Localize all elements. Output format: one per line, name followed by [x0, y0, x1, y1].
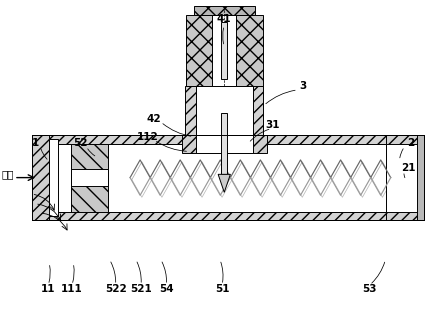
Bar — [32, 135, 424, 143]
Text: 52: 52 — [73, 138, 88, 148]
Text: 522: 522 — [105, 284, 127, 294]
Text: 41: 41 — [217, 14, 232, 24]
Bar — [196, 86, 253, 135]
Bar — [49, 139, 58, 216]
Text: 111: 111 — [61, 284, 83, 294]
Text: 112: 112 — [137, 132, 159, 142]
Bar — [417, 135, 424, 220]
Bar — [71, 143, 108, 212]
Bar — [386, 143, 418, 212]
Bar — [386, 135, 424, 220]
Text: 51: 51 — [215, 284, 229, 294]
Polygon shape — [218, 174, 230, 192]
Bar — [221, 22, 227, 79]
Bar — [253, 86, 263, 135]
Text: 42: 42 — [147, 114, 162, 124]
Bar — [185, 86, 196, 135]
Text: 21: 21 — [401, 163, 416, 173]
Bar — [182, 135, 267, 153]
Text: 54: 54 — [159, 284, 174, 294]
Bar — [196, 135, 253, 153]
Bar — [194, 6, 255, 15]
Text: 3: 3 — [300, 81, 307, 91]
Bar — [212, 15, 236, 86]
Bar — [32, 135, 49, 220]
Bar — [32, 143, 424, 212]
Bar — [71, 169, 108, 186]
Bar — [186, 15, 262, 86]
Bar — [221, 113, 227, 174]
Bar — [32, 212, 424, 220]
Text: 11: 11 — [41, 284, 56, 294]
Text: 53: 53 — [362, 284, 377, 294]
Text: 进气: 进气 — [1, 169, 14, 179]
Text: 1: 1 — [32, 138, 39, 148]
Text: 521: 521 — [130, 284, 152, 294]
Text: 31: 31 — [265, 120, 280, 130]
Text: 2: 2 — [407, 138, 414, 148]
